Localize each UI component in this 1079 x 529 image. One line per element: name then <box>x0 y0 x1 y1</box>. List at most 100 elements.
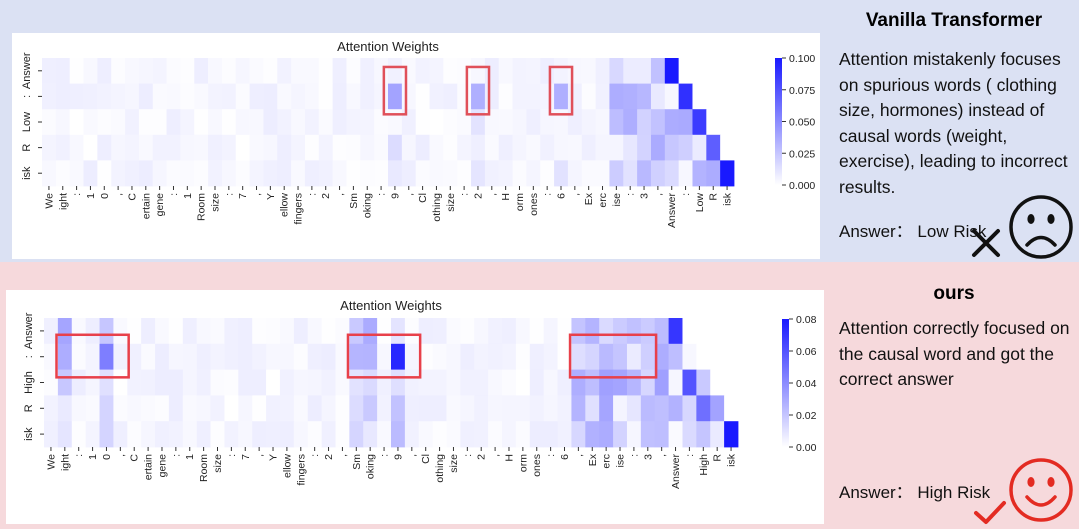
heatmap-cell <box>540 109 555 136</box>
heatmap-cell <box>141 395 156 422</box>
heatmap-cell <box>235 134 250 161</box>
heatmap-cell <box>235 109 250 136</box>
heatmap-cell <box>332 160 347 187</box>
heatmap-cell <box>474 395 489 422</box>
highlight-box <box>55 333 130 379</box>
top-panel-title: Vanilla Transformer <box>865 10 1043 31</box>
heatmap-cell <box>609 83 624 110</box>
heatmap-cell <box>415 160 430 187</box>
heatmap-cell <box>567 83 583 110</box>
heatmap-cell <box>557 395 572 422</box>
colorbar-tick-label: 0.000 <box>789 180 815 192</box>
heatmap-cell <box>291 160 306 187</box>
heatmap-cell <box>277 58 292 84</box>
heatmap-cell <box>99 421 114 448</box>
x-tick-label: : <box>309 454 321 457</box>
heatmap-cell <box>502 343 517 370</box>
heatmap-cell <box>155 343 170 370</box>
heatmap-cell <box>125 58 140 84</box>
heatmap-cell <box>557 318 572 345</box>
heatmap-cell <box>404 343 420 370</box>
heatmap-cell <box>180 134 195 161</box>
heatmap-cell <box>391 421 406 448</box>
heatmap-cell <box>429 160 444 187</box>
heatmap-cell <box>595 58 610 84</box>
x-tick-label: : <box>628 454 640 457</box>
heatmap-cell <box>168 421 184 448</box>
heatmap-cell <box>543 369 558 396</box>
heatmap-cell <box>293 343 309 370</box>
heatmap-cell <box>654 421 669 448</box>
heatmap-cell <box>166 160 181 187</box>
heatmap-cell <box>293 395 309 422</box>
heatmap-cell <box>208 83 223 110</box>
heatmap-cell <box>498 134 513 161</box>
heatmap-cell <box>696 395 711 422</box>
heatmap-cell <box>640 421 656 448</box>
heatmap-cell <box>332 83 347 110</box>
heatmap-cell <box>318 160 334 187</box>
heatmap-cell <box>471 58 486 84</box>
x-tick-label: R <box>708 193 720 201</box>
heatmap-cell <box>388 58 403 84</box>
heatmap-cell <box>44 343 59 370</box>
heatmap-cell <box>349 343 364 370</box>
heatmap-cell <box>543 343 558 370</box>
heatmap-cell <box>99 343 114 370</box>
x-tick-label: 3 <box>642 454 654 460</box>
heatmap-cell <box>443 83 458 110</box>
heatmap-cell <box>488 395 503 422</box>
x-tick-label: erc <box>601 454 613 469</box>
heatmap-cell <box>166 58 181 84</box>
x-tick-label: ellow <box>279 193 291 217</box>
x-tick-label: : <box>226 454 238 457</box>
heatmap-cell <box>609 134 624 161</box>
heatmap-cell <box>640 369 656 396</box>
heatmap-cell <box>488 318 503 345</box>
heatmap-cell <box>415 58 430 84</box>
heatmap-cell <box>488 343 503 370</box>
heatmap-cell <box>125 134 140 161</box>
heatmap-cell <box>432 421 447 448</box>
bottom-panel-description: Attention correctly focused on the causa… <box>839 318 1070 389</box>
heatmap-cell <box>360 58 375 84</box>
heatmap-cell <box>502 421 517 448</box>
heatmap-cell <box>724 395 739 422</box>
heatmap-cell <box>668 343 683 370</box>
x-tick-label: isk <box>722 192 734 206</box>
heatmap-cell <box>113 395 128 422</box>
heatmap-cell <box>650 58 666 84</box>
heatmap-cell <box>141 343 156 370</box>
heatmap-cell <box>166 83 181 110</box>
heatmap-cell <box>141 318 156 345</box>
heatmap-cell <box>585 395 600 422</box>
heatmap-cell <box>42 109 57 136</box>
heatmap-cell <box>168 318 184 345</box>
heatmap-cell <box>127 369 142 396</box>
x-tick-label: 2 <box>472 193 484 199</box>
heatmap-cell <box>388 109 403 136</box>
heatmap-cell <box>623 83 638 110</box>
heatmap-cell <box>474 369 489 396</box>
bottom-panel-title: ours <box>933 283 975 304</box>
heatmap-cell <box>360 134 375 161</box>
heatmap-cell <box>318 58 334 84</box>
x-tick-label: size <box>210 193 222 212</box>
heatmap-cell <box>640 318 656 345</box>
heatmap-cell <box>182 318 198 345</box>
heatmap-cell <box>360 160 375 187</box>
heatmap-cell <box>266 369 281 396</box>
heatmap-cell <box>138 109 154 136</box>
heatmap-cell <box>69 160 84 187</box>
heatmap-cell <box>277 160 292 187</box>
heatmap-cell <box>515 318 531 345</box>
y-tick-label: Answer <box>23 312 35 349</box>
heatmap-cell <box>682 421 697 448</box>
y-tick-label: Answer <box>21 52 33 89</box>
heatmap-cell <box>249 83 264 110</box>
heatmap-cell <box>194 134 209 161</box>
x-tick-label: oking <box>365 454 377 479</box>
heatmap-cell <box>279 318 295 345</box>
heatmap-cell <box>321 318 336 345</box>
heatmap-cell <box>457 134 472 161</box>
